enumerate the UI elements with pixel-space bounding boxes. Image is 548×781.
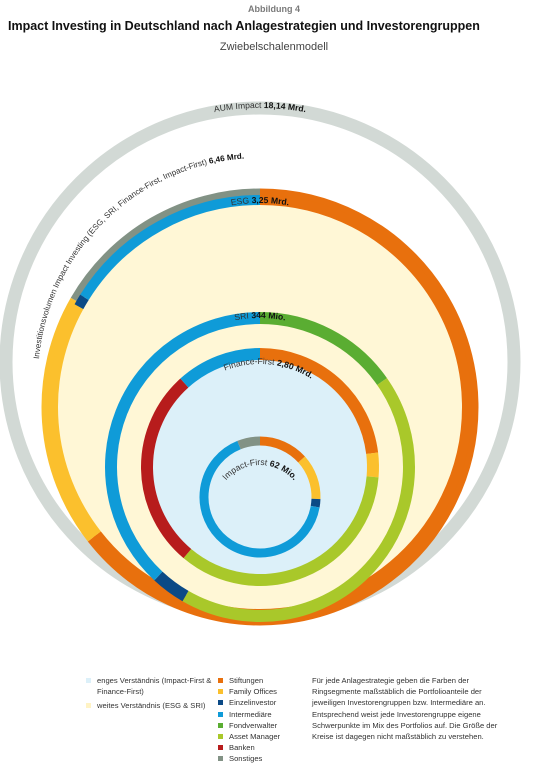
legend-label-asset-manager: Asset Manager <box>229 732 281 742</box>
legend-swatch-einzelinvestor <box>218 700 223 706</box>
impact-first-ring-segment-family-offices <box>298 456 321 500</box>
legend-swatch-enges <box>86 678 91 683</box>
figure-label: Abbildung 4 <box>248 4 300 14</box>
impact-first-ring <box>199 436 321 558</box>
legend-label-sonstiges: Sonstiges <box>229 754 263 764</box>
onion-diagram: AUM Impact 18,14 Mrd. Investitionsvolume… <box>0 100 521 626</box>
legend-item-intermediaere: Intermediäre <box>218 709 313 720</box>
legend-label-enges: enges Verständnis (Impact-First & Financ… <box>97 676 212 697</box>
legend-item-stiftungen: Stiftungen <box>218 675 313 686</box>
legend-label-stiftungen: Stiftungen <box>229 676 264 685</box>
sri-ring-segment-einzelinvestor <box>154 571 189 602</box>
legend-item-weites: weites Verständnis (ESG & SRI) <box>86 700 216 711</box>
finance-first-ring-segment-intermediaere <box>180 348 261 388</box>
esg-ring-segment-family-offices <box>48 304 101 538</box>
legend-item-family-offices: Family Offices <box>218 686 313 697</box>
legend-swatch-fondverwalter <box>218 722 223 728</box>
legend-item-sonstiges: Sonstiges <box>218 753 313 764</box>
legend-item-enges: enges Verständnis (Impact-First & Financ… <box>86 675 216 697</box>
legend-item-banken: Banken <box>218 742 313 753</box>
esg-ring-segment-einzelinvestor <box>74 294 89 310</box>
impact-first-ring-segment-intermediaere <box>199 440 320 558</box>
investitionsvolumen-ring-segment-sonstiges <box>70 188 261 304</box>
finance-first-ring-segment-family-offices <box>366 452 379 478</box>
investitionsvolumen-ring-segment-family-offices <box>41 297 97 542</box>
impact-first-ring-segment-sonstiges <box>237 436 261 450</box>
sri-ring <box>105 312 415 622</box>
legend-item-einzelinvestor: Einzelinvestor <box>218 697 313 708</box>
finance-first-ring-segment-banken <box>141 378 192 559</box>
impact-first-center <box>204 441 316 553</box>
diagram-title: Impact Investing in Deutschland nach Anl… <box>8 19 480 33</box>
legend-label-banken: Banken <box>229 743 255 753</box>
legend-label-einzelinvestor: Einzelinvestor <box>229 698 277 708</box>
legend-swatch-weites <box>86 703 91 709</box>
legend-label-intermediaere: Intermediäre <box>229 709 272 719</box>
legend-swatch-banken <box>218 745 223 751</box>
investitionsvolumen-ring-segment-stiftungen <box>87 188 479 626</box>
sri-label: SRI 344 Mio. <box>233 310 286 322</box>
legend-item-asset-manager: Asset Manager <box>218 731 313 742</box>
esg-label: ESG 3,25 Mrd. <box>230 195 290 207</box>
sri-ring-segment-fondverwalter <box>259 312 387 386</box>
explanatory-note: Für jede Anlagestrategie geben die Farbe… <box>312 676 498 742</box>
legend-scope: enges Verständnis (Impact-First & Financ… <box>86 675 216 715</box>
legend-swatch-family-offices <box>218 689 223 695</box>
sri-ring-segment-asset-manager <box>182 378 415 622</box>
finance-first-ring <box>141 348 379 586</box>
legend-swatch-intermediaere <box>218 711 223 717</box>
legend-swatch-stiftungen <box>218 678 223 683</box>
legend-investor-groups: Stiftungen Family Offices Einzelinvestor… <box>218 675 313 765</box>
impact-first-ring-segment-einzelinvestor <box>310 498 321 508</box>
finance-first-ring-segment-asset-manager <box>183 476 379 586</box>
esg-ring-segment-intermediaere <box>80 195 261 300</box>
legend-label-family-offices: Family Offices <box>229 687 277 697</box>
sri-ring-segment-intermediaere <box>105 312 261 581</box>
legend-swatch-sonstiges <box>218 756 223 762</box>
impact-first-ring-segment-stiftungen <box>259 436 305 463</box>
legend-label-weites: weites Verständnis (ESG & SRI) <box>97 701 206 711</box>
legend-label-fondverwalter: Fondverwalter <box>229 720 278 730</box>
legend-swatch-asset-manager <box>218 734 223 740</box>
diagram-subtitle: Zwiebelschalenmodell <box>219 41 329 53</box>
investitionsvolumen-ring <box>41 188 479 626</box>
finance-first-ring-segment-stiftungen <box>259 348 379 455</box>
legend-item-fondverwalter: Fondverwalter <box>218 720 313 731</box>
